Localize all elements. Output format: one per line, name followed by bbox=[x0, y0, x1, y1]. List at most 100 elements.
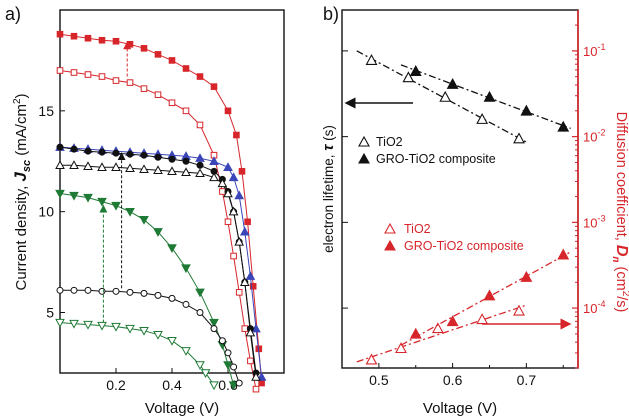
jv-curve-4 bbox=[56, 143, 260, 377]
jv-data-point bbox=[239, 226, 250, 236]
jv-data-point bbox=[98, 287, 106, 295]
jv-curve-6 bbox=[55, 189, 239, 391]
jv-data-point bbox=[196, 121, 204, 129]
jv-data-point bbox=[56, 30, 64, 38]
panel-a-x-ticks: 0.2 0.4 0.6 bbox=[106, 368, 238, 393]
data-point bbox=[446, 315, 459, 327]
jv-data-point bbox=[210, 83, 218, 90]
jv-data-point bbox=[223, 162, 233, 171]
legend-marker-tio2-lifetime bbox=[358, 135, 370, 147]
jv-data-point bbox=[195, 153, 205, 162]
jv-data-point bbox=[219, 188, 226, 195]
right-tick-label: 10-3 bbox=[583, 213, 605, 230]
x-tick-label: 0.2 bbox=[106, 377, 126, 393]
jv-data-point bbox=[209, 381, 219, 391]
jv-data-point bbox=[69, 319, 79, 329]
legend-diffusion: TiO2 GRO-TiO2 composite bbox=[384, 222, 524, 253]
panel-a-curves bbox=[55, 30, 267, 393]
jv-data-point bbox=[69, 160, 79, 169]
jv-data-point bbox=[228, 206, 239, 216]
data-point bbox=[409, 327, 422, 339]
jv-data-point bbox=[140, 289, 148, 297]
jv-curve-line bbox=[59, 146, 263, 378]
series-lifetime-gro bbox=[400, 64, 571, 132]
jv-data-point bbox=[126, 40, 134, 48]
jv-curve-line bbox=[60, 289, 240, 384]
legend-marker-tio2-diffusion bbox=[384, 222, 396, 234]
jv-data-point bbox=[56, 143, 64, 151]
jv-curve-8 bbox=[55, 318, 219, 391]
jv-data-point bbox=[154, 153, 162, 161]
series-diffusion-gro bbox=[400, 248, 571, 346]
jv-data-point bbox=[140, 45, 148, 52]
jv-data-point bbox=[70, 32, 78, 40]
jv-data-point bbox=[256, 372, 267, 381]
jv-data-point bbox=[125, 324, 135, 334]
panel-b-x-label: Voltage (V) bbox=[423, 400, 497, 417]
jv-data-point bbox=[70, 69, 78, 76]
jv-data-point bbox=[84, 71, 92, 78]
jv-data-point bbox=[167, 337, 177, 346]
jv-data-point bbox=[167, 166, 177, 176]
jv-data-point bbox=[217, 178, 228, 188]
jv-data-point bbox=[182, 300, 190, 308]
jv-data-point bbox=[238, 168, 246, 175]
jv-data-point bbox=[98, 73, 106, 80]
jv-data-point bbox=[196, 73, 204, 80]
jv-data-point bbox=[182, 157, 190, 165]
data-point bbox=[395, 342, 407, 354]
jv-data-point bbox=[111, 201, 121, 211]
panel-b-x-ticks: 0.5 0.6 0.7 bbox=[369, 363, 564, 388]
jv-data-point bbox=[182, 65, 190, 72]
jv-data-point bbox=[153, 165, 163, 175]
jv-data-point bbox=[233, 131, 240, 139]
jv-data-point bbox=[247, 357, 254, 365]
x-tick-label: 0.4 bbox=[162, 377, 182, 393]
data-point bbox=[483, 90, 496, 102]
right-tick-label: 10-4 bbox=[583, 299, 605, 316]
jv-data-point bbox=[244, 218, 251, 226]
y-tick-label: 10 bbox=[38, 204, 54, 220]
jv-data-point bbox=[140, 85, 148, 92]
jv-data-point bbox=[252, 385, 260, 393]
legend-marker-gro-lifetime bbox=[358, 152, 370, 164]
data-point bbox=[520, 104, 533, 116]
jv-data-point bbox=[223, 361, 233, 370]
jv-data-point bbox=[195, 361, 205, 370]
jv-data-point bbox=[139, 216, 149, 225]
jv-data-point bbox=[84, 286, 92, 294]
data-point bbox=[402, 71, 415, 83]
panel-a-x-label: Voltage (V) bbox=[145, 400, 219, 417]
jv-data-point bbox=[56, 286, 64, 294]
jv-data-point bbox=[182, 107, 190, 115]
jv-data-point bbox=[112, 77, 120, 84]
jv-data-point bbox=[210, 325, 218, 333]
jv-data-point bbox=[241, 325, 249, 332]
jv-data-point bbox=[70, 145, 78, 153]
jv-data-point bbox=[224, 107, 232, 115]
jv-data-point bbox=[235, 289, 243, 296]
jv-data-point bbox=[97, 321, 107, 331]
jv-data-point bbox=[139, 164, 149, 174]
jv-data-point bbox=[55, 318, 65, 328]
jv-data-point bbox=[239, 277, 250, 286]
jv-data-point bbox=[70, 286, 78, 294]
jv-data-point bbox=[98, 148, 106, 156]
panel-a-tag: a) bbox=[5, 4, 21, 24]
jv-data-point bbox=[234, 190, 245, 200]
jv-data-point bbox=[209, 172, 219, 182]
jv-curve-line bbox=[59, 322, 215, 386]
jv-data-point bbox=[97, 197, 107, 207]
legend-label-gro-diffusion: GRO-TiO2 composite bbox=[404, 239, 524, 253]
jv-data-point bbox=[249, 282, 257, 290]
y-tick-label: 5 bbox=[46, 305, 54, 321]
jv-data-point bbox=[251, 323, 261, 333]
panel-a-y-ticks: 5 10 15 bbox=[38, 103, 65, 321]
jv-data-point bbox=[125, 207, 135, 217]
jv-data-point bbox=[83, 320, 93, 330]
jv-data-point bbox=[111, 162, 121, 171]
jv-data-point bbox=[84, 147, 92, 155]
jv-data-point bbox=[126, 288, 134, 296]
